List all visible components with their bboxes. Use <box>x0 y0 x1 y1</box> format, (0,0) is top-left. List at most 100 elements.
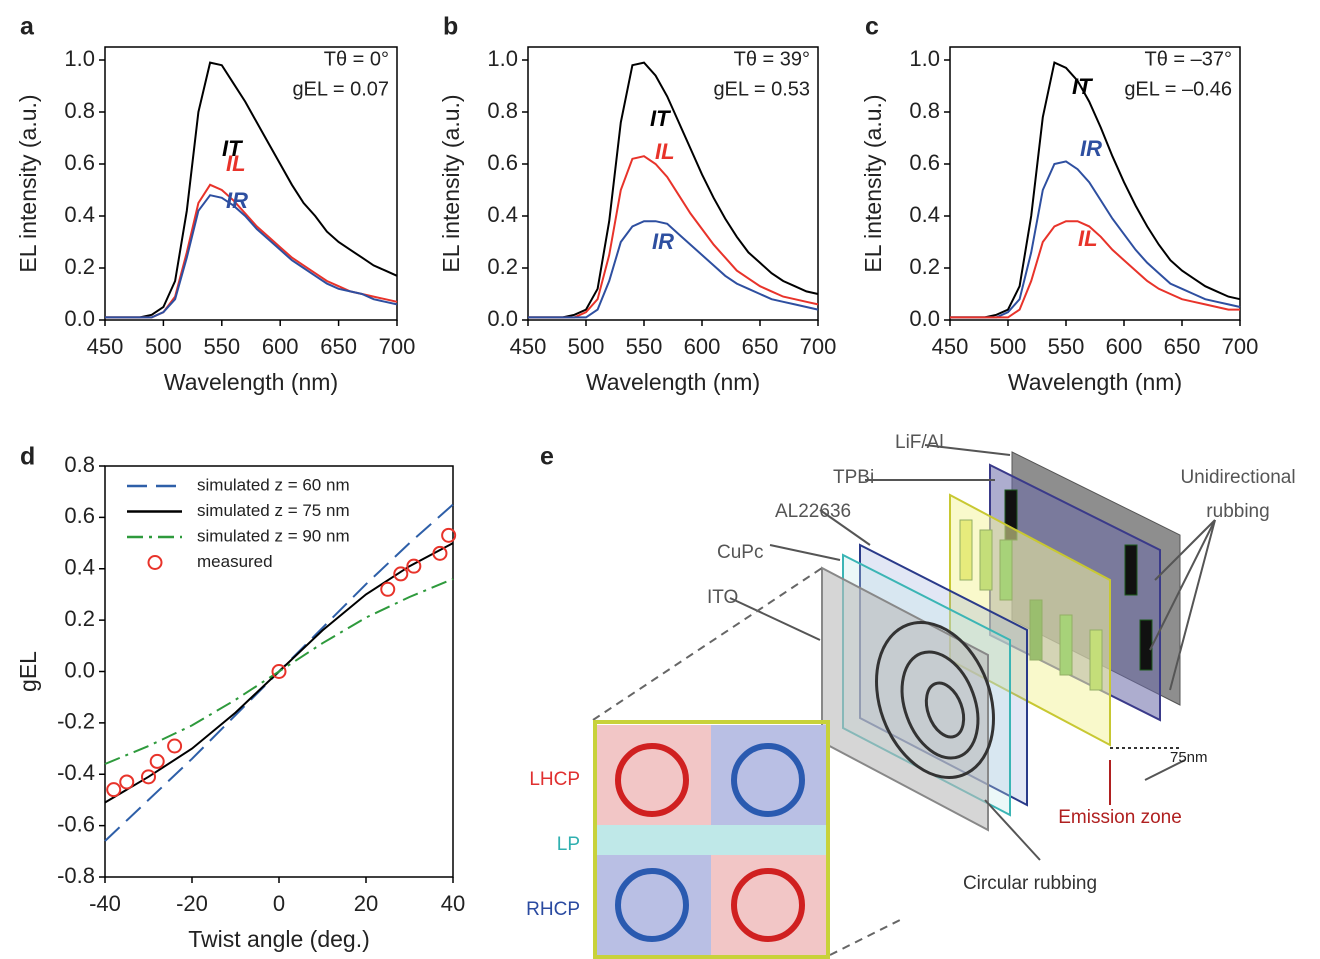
y-tick-label: 0.0 <box>64 657 95 682</box>
y-tick-label: 0.0 <box>64 306 95 331</box>
panel-label: c <box>865 13 879 41</box>
y-tick-label: -0.8 <box>57 863 95 888</box>
x-tick-label: 450 <box>510 334 547 359</box>
emission-zone-label: Emission zone <box>1058 807 1182 828</box>
inset-frame <box>593 720 830 959</box>
quad <box>597 725 711 825</box>
x-tick-label: 500 <box>568 334 605 359</box>
arrow-rod <box>1139 619 1153 671</box>
series-line <box>104 578 454 765</box>
plot-frame <box>104 46 398 321</box>
annotation: gEL = 0.07 <box>292 78 389 100</box>
y-tick-label: 0.6 <box>909 150 940 175</box>
y-axis-label: EL intensity (a.u.) <box>438 94 464 272</box>
x-tick-label: 650 <box>742 334 779 359</box>
x-tick-label: 20 <box>354 891 378 916</box>
x-tick-label: 450 <box>87 334 124 359</box>
y-tick-label: -0.2 <box>57 709 95 734</box>
series-label: IR <box>1080 136 1102 161</box>
data-point <box>141 769 156 785</box>
legend-marker <box>147 555 163 570</box>
polarization-label: RHCP <box>526 899 580 920</box>
circular-rubbing-label: Circular rubbing <box>963 873 1097 894</box>
series-label: IT <box>222 136 243 161</box>
panel-label: a <box>20 13 35 41</box>
legend-label: simulated z = 60 nm <box>197 475 350 494</box>
annotation: Tθ = 39° <box>734 48 810 70</box>
data-point <box>106 782 122 798</box>
series-line <box>528 220 819 319</box>
x-axis-label: Twist angle (deg.) <box>188 926 370 952</box>
y-axis-label: gEL <box>15 651 41 692</box>
legend-label: simulated z = 90 nm <box>197 526 350 545</box>
y-tick-label: 0.2 <box>487 254 518 279</box>
y-tick-label: 1.0 <box>487 46 518 71</box>
series-label: IR <box>652 229 674 254</box>
callout-arrows <box>729 444 1216 861</box>
y-tick-label: 0.8 <box>64 452 95 477</box>
polarization-label: LHCP <box>529 769 580 790</box>
legend-label: simulated z = 75 nm <box>197 501 350 520</box>
y-tick-label: 0.6 <box>64 503 95 528</box>
y-tick-label: 0.4 <box>64 202 95 227</box>
panel-label: e <box>540 443 554 471</box>
rubbing-label: Unidirectional <box>1180 467 1295 488</box>
plate-emission <box>949 493 1111 747</box>
legend-label: measured <box>197 552 273 571</box>
y-tick-label: 0.0 <box>909 306 940 331</box>
x-tick-label: 500 <box>990 334 1027 359</box>
y-tick-label: 0.8 <box>64 98 95 123</box>
layer-label: TPBi <box>833 467 874 488</box>
layer-label: LiF/Al <box>895 432 944 453</box>
y-tick-label: -0.4 <box>57 760 95 785</box>
y-tick-label: 0.4 <box>64 555 95 580</box>
x-tick-label: 550 <box>203 334 240 359</box>
series-line <box>950 61 1241 319</box>
x-axis-label: Wavelength (nm) <box>164 369 338 395</box>
y-tick-label: 0.0 <box>487 306 518 331</box>
lp-strip <box>597 825 826 855</box>
series-label: IL <box>226 151 246 176</box>
layer-label: CuPc <box>717 542 763 563</box>
y-tick-label: 0.2 <box>64 254 95 279</box>
x-tick-label: -40 <box>89 891 121 916</box>
layer-label: AL22636 <box>775 501 851 522</box>
x-axis-label: Wavelength (nm) <box>586 369 760 395</box>
x-tick-label: 700 <box>800 334 837 359</box>
series-line <box>104 542 454 804</box>
y-axis-label: EL intensity (a.u.) <box>15 94 41 272</box>
panel-label: b <box>443 13 458 41</box>
data-point <box>441 527 457 543</box>
x-tick-label: 550 <box>1048 334 1085 359</box>
x-tick-label: 0 <box>273 891 285 916</box>
data-point <box>406 558 422 574</box>
y-tick-label: 0.8 <box>909 98 940 123</box>
layer-label: ITO <box>707 587 738 608</box>
y-tick-label: 0.6 <box>487 150 518 175</box>
plate-ito <box>821 566 989 832</box>
series-line <box>950 220 1240 319</box>
y-tick-label: 0.2 <box>909 254 940 279</box>
annotation: Tθ = 0° <box>324 48 389 70</box>
data-point <box>380 581 396 597</box>
rotation-arrows <box>615 743 805 942</box>
x-tick-label: 600 <box>684 334 721 359</box>
x-tick-label: 450 <box>932 334 969 359</box>
y-tick-label: 1.0 <box>909 46 940 71</box>
data-point <box>149 753 165 769</box>
series-label: IT <box>650 106 671 131</box>
zoom-lines <box>592 567 901 956</box>
y-tick-label: 0.8 <box>487 98 518 123</box>
x-tick-label: 650 <box>1164 334 1201 359</box>
series-label: IL <box>655 139 675 164</box>
x-axis-label: Wavelength (nm) <box>1008 369 1182 395</box>
plot-frame <box>949 46 1241 321</box>
data-point <box>432 545 448 561</box>
annotation: gEL = –0.46 <box>1124 78 1232 100</box>
x-tick-label: 600 <box>1106 334 1143 359</box>
inset <box>593 720 830 959</box>
data-point <box>393 566 409 582</box>
annotation: Tθ = –37° <box>1145 48 1233 70</box>
